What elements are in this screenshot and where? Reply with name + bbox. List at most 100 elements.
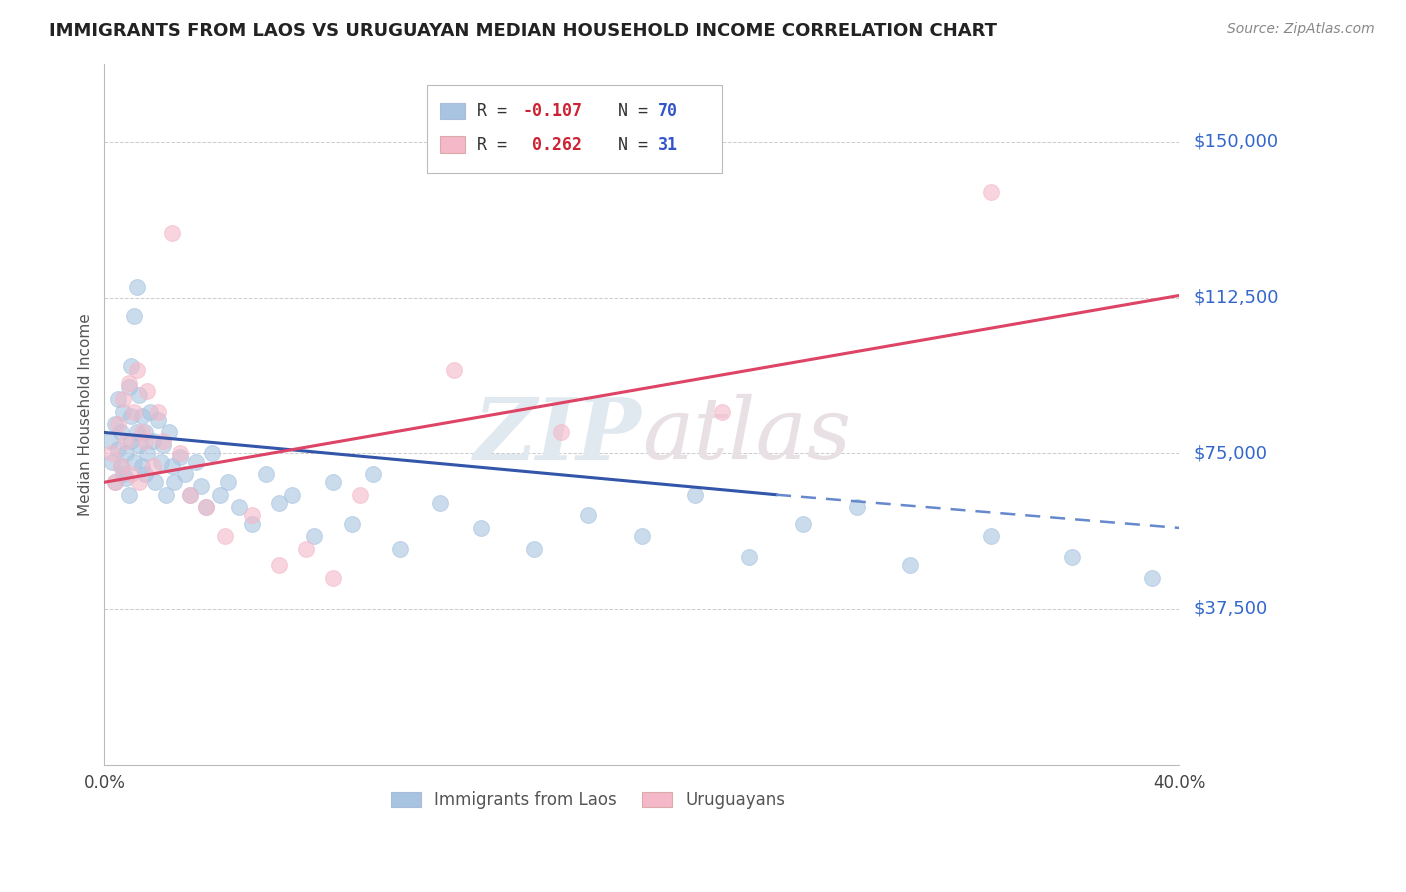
Point (117, 488, 139, 502)
Point (142, 458, 165, 473)
Point (98, 434, 121, 448)
Point (107, 392, 129, 407)
Point (322, 475, 344, 490)
Point (122, 310, 145, 324)
Point (217, 475, 239, 490)
Point (136, 446, 159, 460)
Point (738, 549, 761, 564)
Point (980, 529, 1002, 543)
Point (117, 380, 139, 394)
Point (980, 185, 1002, 199)
Text: ZIP: ZIP (474, 393, 641, 477)
Point (214, 529, 236, 543)
Point (169, 446, 191, 460)
Point (128, 438, 150, 452)
Point (128, 475, 150, 490)
Text: $37,500: $37,500 (1194, 599, 1267, 618)
Point (195, 500, 218, 515)
Point (201, 446, 224, 460)
Point (523, 541, 546, 556)
Point (128, 388, 150, 402)
Point (131, 458, 153, 473)
Point (630, 529, 652, 543)
Point (267, 496, 290, 510)
Point (157, 425, 180, 440)
Point (322, 571, 344, 585)
Point (388, 541, 411, 556)
Point (134, 434, 156, 448)
Point (101, 454, 124, 468)
Point (134, 425, 156, 440)
Point (685, 488, 707, 502)
Point (1060, 549, 1083, 564)
Point (136, 384, 159, 398)
Point (104, 475, 127, 490)
Point (160, 458, 183, 473)
Point (110, 458, 132, 473)
Point (146, 413, 169, 427)
Text: N =: N = (598, 136, 658, 153)
Point (429, 496, 451, 510)
Point (120, 409, 142, 423)
Point (131, 425, 153, 440)
Point (122, 405, 145, 419)
Point (195, 500, 218, 515)
Point (125, 363, 148, 377)
Point (117, 376, 139, 390)
Point (122, 454, 145, 468)
Point (155, 488, 177, 502)
Text: $150,000: $150,000 (1194, 133, 1278, 151)
Point (174, 467, 197, 481)
Point (240, 516, 263, 531)
Point (845, 500, 868, 515)
Legend: Immigrants from Laos, Uruguayans: Immigrants from Laos, Uruguayans (384, 784, 792, 815)
Point (163, 475, 186, 490)
Point (115, 471, 138, 485)
Point (104, 417, 127, 431)
Point (267, 558, 290, 573)
Point (112, 392, 135, 407)
Point (134, 467, 156, 481)
Point (112, 467, 135, 481)
Point (179, 488, 201, 502)
Point (112, 405, 135, 419)
Point (340, 516, 363, 531)
Point (470, 521, 492, 535)
Point (190, 479, 212, 493)
Point (115, 434, 138, 448)
Point (101, 446, 124, 460)
Point (110, 425, 132, 440)
Point (149, 454, 172, 468)
Point (208, 488, 231, 502)
Text: 0.262: 0.262 (523, 136, 582, 153)
Text: Source: ZipAtlas.com: Source: ZipAtlas.com (1227, 22, 1375, 37)
Point (107, 442, 129, 456)
Text: $112,500: $112,500 (1194, 288, 1278, 307)
Point (120, 359, 142, 373)
Point (240, 508, 263, 523)
Point (576, 508, 599, 523)
Point (107, 417, 129, 431)
Point (152, 434, 174, 448)
Point (139, 405, 162, 419)
Point (254, 467, 277, 481)
Text: atlas: atlas (641, 394, 851, 476)
Point (131, 409, 153, 423)
Text: R =: R = (477, 136, 517, 153)
Point (125, 425, 148, 440)
Point (104, 475, 127, 490)
Point (349, 488, 371, 502)
Point (120, 434, 142, 448)
Text: $75,000: $75,000 (1194, 444, 1267, 462)
Text: R =: R = (477, 102, 517, 120)
Point (900, 558, 922, 573)
Point (792, 516, 814, 531)
Point (146, 405, 169, 419)
Text: IMMIGRANTS FROM LAOS VS URUGUAYAN MEDIAN HOUSEHOLD INCOME CORRELATION CHART: IMMIGRANTS FROM LAOS VS URUGUAYAN MEDIAN… (49, 22, 997, 40)
Point (120, 467, 142, 481)
Y-axis label: Median Household Income: Median Household Income (79, 313, 93, 516)
Point (125, 280, 148, 294)
Point (550, 425, 572, 440)
Point (169, 450, 191, 465)
Point (281, 488, 304, 502)
